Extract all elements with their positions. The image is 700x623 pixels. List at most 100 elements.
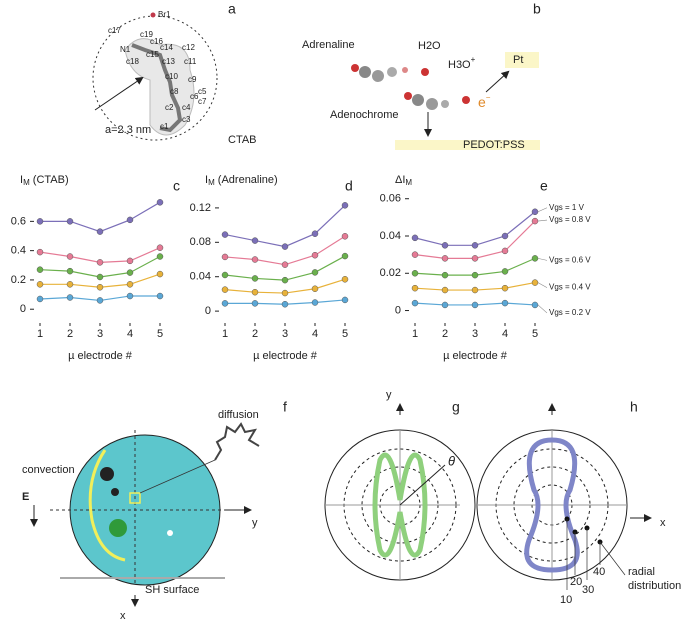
data-point — [66, 267, 74, 275]
y-tick-label: 0.04 — [380, 230, 401, 242]
label: H3O+ — [448, 55, 476, 71]
data-point — [411, 284, 419, 292]
atom-label: c1 — [160, 122, 169, 131]
data-point — [66, 281, 74, 288]
data-point — [311, 285, 319, 293]
data-point — [251, 275, 259, 282]
data-point — [441, 271, 449, 279]
chart: IM (Adrenaline) 0 0.04 0.08 0.12 1 2 3 4 5 µ elect… — [190, 174, 349, 362]
series-line — [40, 201, 161, 233]
data-point — [501, 247, 509, 255]
legend-leader — [537, 304, 548, 314]
y-tick-label: 0 — [20, 303, 26, 315]
x-tick-label: 5 — [532, 328, 538, 340]
zoom-line — [139, 459, 216, 494]
data-point — [96, 228, 104, 235]
data-point — [501, 268, 509, 275]
data-point — [251, 256, 259, 263]
data-point — [36, 248, 44, 256]
text: e — [478, 94, 486, 110]
data-point — [441, 255, 449, 262]
atom-label: N1 — [120, 45, 131, 54]
atom-label: c3 — [182, 115, 191, 124]
atom-label: c16 — [150, 37, 163, 46]
data-point — [221, 300, 229, 307]
panel-label: h — [630, 399, 638, 415]
panel-label: a — [228, 1, 236, 17]
text: + — [471, 55, 476, 64]
data-point — [441, 301, 449, 309]
panel-h: 10 20 30 40 radial distribution x — [476, 403, 681, 606]
legend-leader — [537, 207, 548, 213]
atom-label: c18 — [126, 57, 139, 66]
molecules — [351, 64, 470, 110]
label: convection — [22, 464, 75, 476]
chart: IM (CTAB) 0 0.2 0.4 0.6 1 2 3 4 5 µ electrode # — [11, 174, 164, 362]
data-point — [126, 257, 134, 265]
title-part: (CTAB) — [30, 174, 69, 186]
series-line — [414, 211, 536, 246]
data-point — [311, 269, 319, 276]
data-point — [311, 251, 319, 259]
data-point — [341, 276, 349, 283]
chart: ΔIM 0 0.02 0.04 0.06 1 2 3 4 5 µ electrode # Vgs = … — [380, 174, 592, 362]
data-point — [156, 292, 164, 300]
title-part: ΔI — [395, 174, 405, 186]
chart-title: IM (Adrenaline) — [205, 174, 278, 187]
x-tick-label: 5 — [342, 328, 348, 340]
data-point — [311, 230, 319, 237]
y-tick-label: 0.2 — [11, 274, 26, 286]
x-tick-label: 4 — [312, 328, 318, 340]
data-point — [221, 271, 229, 279]
molecule — [131, 43, 183, 133]
atom-label: c17 — [108, 26, 121, 35]
series-line — [224, 255, 346, 281]
data-point — [411, 270, 419, 277]
x-axis-label: µ electrode # — [443, 350, 508, 362]
atom-label: c6 — [190, 92, 199, 101]
panel-a: a=2.3 nm CTAB — [92, 12, 257, 146]
legend-label: Vgs = 0.2 V — [549, 308, 591, 317]
data-point — [96, 284, 104, 291]
label: H2O — [418, 40, 441, 52]
y-tick-label: 0 — [205, 305, 211, 317]
series-line — [224, 235, 346, 266]
x-axis-label: µ electrode # — [68, 350, 133, 362]
panel-label: e — [540, 178, 548, 194]
data-point — [66, 218, 74, 225]
legend-label: Vgs = 0.4 V — [549, 283, 591, 292]
atom-label: c11 — [184, 57, 197, 66]
data-point — [281, 261, 289, 268]
x-tick-label: 3 — [472, 328, 478, 340]
data-point — [36, 281, 44, 288]
y-tick-label: 0.06 — [380, 193, 401, 205]
data-point — [156, 270, 164, 278]
x-tick-label: 3 — [282, 328, 288, 340]
x-tick-label: 1 — [222, 328, 228, 340]
label: SH surface — [145, 584, 199, 596]
label: x — [120, 610, 126, 622]
chart-title: IM (CTAB) — [20, 174, 69, 187]
data-point — [341, 202, 349, 209]
atom-label: c10 — [165, 72, 178, 81]
y-tick-label: 0.04 — [190, 271, 211, 283]
data-point — [341, 233, 349, 240]
atom-label: c14 — [160, 43, 173, 52]
x-tick-label: 4 — [127, 328, 133, 340]
data-point — [411, 299, 419, 307]
label: E — [22, 491, 29, 503]
label: PEDOT:PSS — [463, 139, 525, 151]
pt-electrode — [505, 52, 539, 68]
title-part: (Adrenaline) — [215, 174, 278, 186]
molecule-name: CTAB — [228, 134, 257, 146]
label: Adenochrome — [330, 109, 399, 121]
x-tick-label: 2 — [252, 328, 258, 340]
data-point — [531, 255, 539, 262]
y-tick-label: 0.4 — [11, 245, 26, 257]
data-point — [311, 299, 319, 306]
data-point — [501, 299, 509, 307]
atom-label: c7 — [198, 97, 207, 106]
x-tick-label: 1 — [412, 328, 418, 340]
data-point — [126, 269, 134, 276]
data-point — [441, 242, 449, 249]
